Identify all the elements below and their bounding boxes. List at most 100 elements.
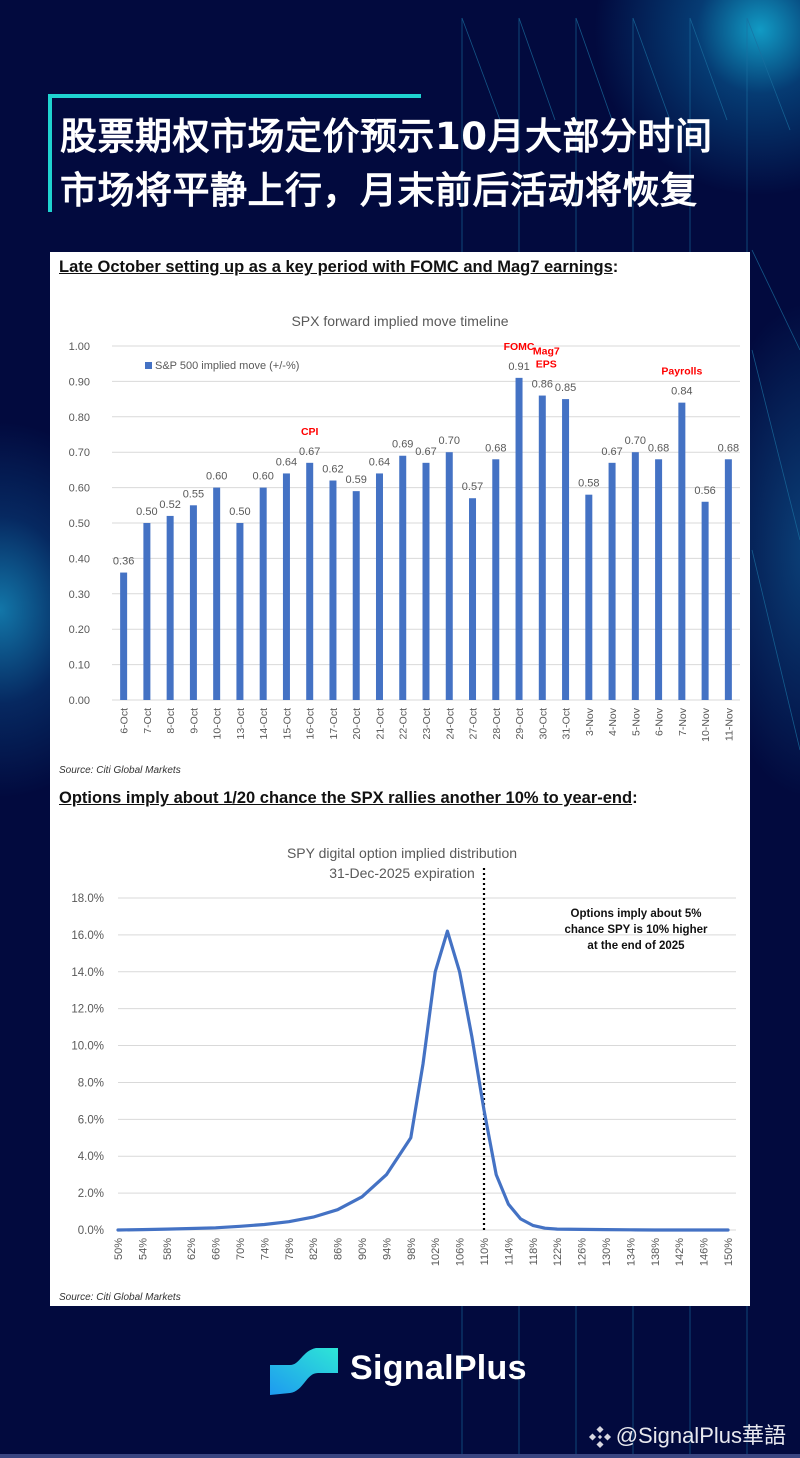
section-2-title-text: Options imply about 1/20 chance the SPX … [59,789,633,807]
accent-bar [48,94,52,212]
x-tick-label: 62% [186,1238,198,1260]
bar-chart-title: SPX forward implied move timeline [291,313,508,329]
x-tick-label: 3-Nov [584,707,596,736]
x-tick-label: 28-Oct [491,708,503,740]
x-tick-label: 58% [162,1238,174,1260]
data-label: 0.68 [648,442,669,454]
x-tick-label: 74% [259,1238,271,1260]
x-tick-label: 9-Oct [188,708,200,734]
x-tick-label: 94% [381,1238,393,1260]
x-tick-label: 31-Oct [561,708,573,740]
y-tick-label: 12.0% [71,1004,104,1016]
bar [375,473,383,700]
x-tick-label: 66% [211,1238,223,1260]
data-label: 0.84 [671,386,692,398]
data-label: 0.67 [299,446,320,458]
y-tick-label: 0.40 [69,553,90,565]
event-annotation: Payrolls [661,366,702,378]
data-label: 0.55 [183,488,204,500]
y-tick-label: 0.20 [69,624,90,636]
x-tick-label: 54% [137,1238,149,1260]
bar [213,487,221,700]
x-tick-label: 146% [699,1238,711,1266]
x-tick-label: 114% [503,1238,515,1266]
annotation-line: chance SPY is 10% higher [565,924,708,936]
x-tick-label: 6-Oct [119,708,131,734]
event-annotation: Mag7 [533,346,560,358]
y-tick-label: 0.90 [69,376,90,388]
data-label: 0.68 [485,442,506,454]
x-tick-label: 8-Oct [165,708,177,734]
data-label: 0.67 [415,446,436,458]
bar [422,462,430,700]
x-tick-label: 86% [333,1238,345,1260]
y-tick-label: 16.0% [71,930,104,942]
bar [236,523,244,700]
line-chart: SPY digital option implied distribution … [71,845,736,1266]
x-tick-label: 118% [528,1238,540,1266]
legend-swatch [145,362,152,369]
signalplus-logo: SignalPlus [268,1343,548,1399]
bar [469,498,477,700]
x-tick-label: 22-Oct [398,708,410,740]
data-label: 0.56 [694,485,715,497]
x-tick-label: 30-Oct [537,708,549,740]
x-tick-label: 10-Oct [212,708,224,740]
data-label: 0.64 [276,456,297,468]
headline: 股票期权市场定价预示10月大部分时间 市场将平静上行，月末前后活动将恢复 [48,94,748,212]
section-2-title-colon: : [632,789,638,807]
data-label: 0.60 [206,471,227,483]
y-tick-label: 0.30 [69,589,90,601]
y-tick-label: 8.0% [78,1077,104,1089]
x-tick-label: 98% [406,1238,418,1260]
section-1-source: Source: Citi Global Markets [59,765,181,776]
x-tick-label: 17-Oct [328,708,340,740]
x-tick-label: 23-Oct [421,708,433,740]
bar [562,399,570,700]
data-label: 0.58 [578,478,599,490]
y-tick-label: 0.60 [69,483,90,495]
x-tick-label: 110% [479,1238,491,1266]
y-tick-label: 2.0% [78,1188,104,1200]
x-tick-label: 102% [430,1238,442,1266]
y-tick-label: 10.0% [71,1041,104,1053]
bar [445,452,453,700]
x-tick-label: 29-Oct [514,708,526,740]
y-tick-label: 1.00 [69,341,90,353]
distribution-line [116,929,730,1232]
bar [189,505,197,700]
data-label: 0.57 [462,481,483,493]
data-label: 0.59 [346,474,367,486]
x-tick-label: 138% [650,1238,662,1266]
bar [166,515,174,700]
bar [655,459,663,700]
bar [608,462,616,700]
y-tick-label: 0.00 [69,695,90,707]
section-2-source: Source: Citi Global Markets [59,1292,181,1303]
legend-label: S&P 500 implied move (+/-%) [155,360,299,372]
section-2-title: Options imply about 1/20 chance the SPX … [59,789,638,808]
y-tick-label: 6.0% [78,1114,104,1126]
y-tick-label: 0.50 [69,518,90,530]
x-tick-label: 10-Nov [700,707,712,742]
bar [259,487,267,700]
section-1-title: Late October setting up as a key period … [59,258,618,277]
x-tick-label: 122% [552,1238,564,1266]
bar [329,480,337,700]
bar [352,491,360,700]
line-chart-title: SPY digital option implied distribution [287,845,517,861]
y-tick-label: 0.70 [69,447,90,459]
data-label: 0.85 [555,382,576,394]
x-tick-label: 14-Oct [258,708,270,740]
line-chart-subtitle: 31-Dec-2025 expiration [329,865,475,881]
bar [143,523,151,700]
data-label: 0.64 [369,456,390,468]
section-1-title-text: Late October setting up as a key period … [59,258,613,276]
data-label: 0.69 [392,439,413,451]
data-label: 0.86 [532,379,553,391]
binance-square-icon [588,1426,611,1449]
y-tick-label: 18.0% [71,893,104,905]
watermark: @SignalPlus華語 [588,1418,786,1450]
data-label: 0.36 [113,556,134,568]
x-tick-label: 142% [674,1238,686,1266]
